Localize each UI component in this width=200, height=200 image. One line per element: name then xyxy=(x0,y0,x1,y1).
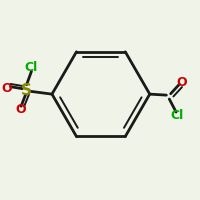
Text: S: S xyxy=(21,83,32,98)
Text: O: O xyxy=(15,103,26,116)
Text: Cl: Cl xyxy=(170,109,184,122)
Text: O: O xyxy=(176,76,187,89)
Text: O: O xyxy=(2,82,12,95)
Text: Cl: Cl xyxy=(25,61,38,74)
